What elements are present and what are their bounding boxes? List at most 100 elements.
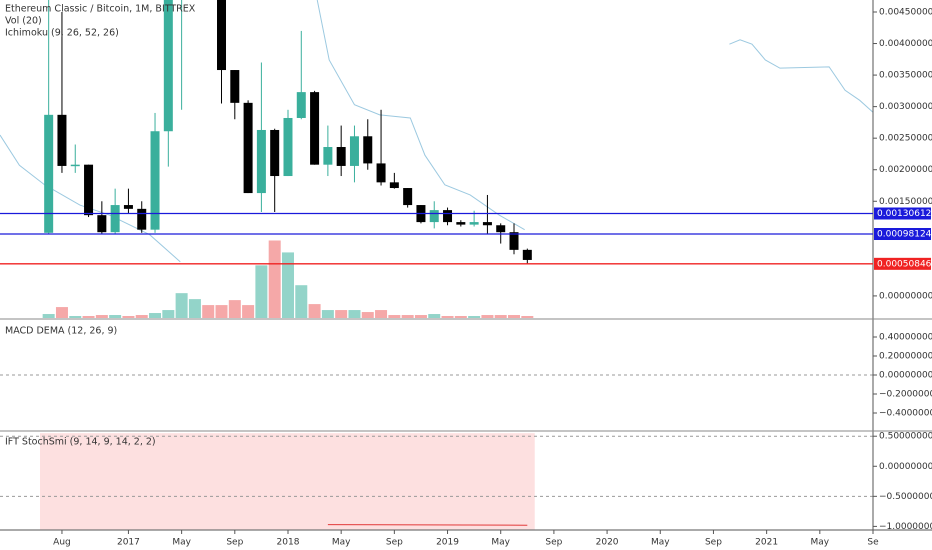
y-tick-label: 0.00450000 (879, 7, 932, 17)
ichimoku-line (729, 39, 873, 113)
ichimoku-line (316, 0, 525, 231)
y-tick-label: −0.20000000 (879, 389, 932, 399)
volume-bar (508, 315, 521, 318)
volume-bar (521, 316, 534, 318)
x-tick-label: Aug (53, 538, 71, 548)
y-tick-label: 0.00250000 (879, 134, 932, 144)
candle-body (283, 117, 293, 177)
candle-body (469, 222, 479, 225)
volume-bar (228, 300, 241, 318)
volume-bar (428, 314, 441, 318)
volume-bar (188, 299, 201, 318)
candle-body (97, 215, 107, 233)
x-tick-label: May (332, 538, 351, 548)
indicator-label: Ichimoku (9, 26, 52, 26) (5, 28, 119, 39)
volume-bar (481, 315, 494, 318)
indicator-label: Vol (20) (5, 16, 42, 27)
candle-body (110, 205, 120, 233)
x-tick-label: 2017 (117, 538, 140, 548)
x-tick-label: Sep (226, 538, 243, 548)
chart-title: Ethereum Classic / Bitcoin, 1M, BITTREX (5, 4, 196, 15)
y-tick-label: −0.40000000 (879, 408, 932, 418)
volume-bar (361, 312, 374, 318)
y-tick-label: −0.50000000 (879, 492, 932, 502)
price-label-box (874, 257, 931, 270)
pane-title: MACD DEMA (12, 26, 9) (5, 326, 117, 337)
volume-bar (202, 305, 215, 318)
candle-body (296, 92, 306, 118)
price-label: 0.00050846 (877, 259, 932, 269)
candle-body (363, 136, 373, 164)
x-tick-label: Sep (545, 538, 562, 548)
x-tick-label: May (811, 538, 830, 548)
candle-body (389, 182, 399, 189)
price-label: 0.00098124 (877, 230, 932, 240)
candle-body (443, 210, 453, 223)
candle-body (230, 70, 240, 103)
volume-bar (454, 316, 467, 318)
volume-bar (321, 310, 334, 318)
volume-bar (494, 315, 507, 318)
volume-bar (82, 316, 95, 318)
series-line (327, 524, 528, 526)
y-tick-label: 0.00350000 (879, 71, 932, 81)
volume-bar (308, 304, 321, 318)
volume-bar (122, 316, 135, 318)
price-label-box (874, 207, 931, 220)
volume-bar (69, 316, 82, 318)
volume-bar (162, 310, 175, 318)
x-tick-label: May (491, 538, 510, 548)
volume-bar (55, 307, 68, 318)
candle-body (44, 114, 54, 233)
y-tick-label: 0.00400000 (879, 39, 932, 49)
price-label-box (874, 228, 931, 241)
volume-bar (335, 310, 348, 318)
candle-body (163, 0, 173, 132)
candle-body (456, 222, 466, 225)
candle-body (336, 147, 346, 166)
candle-body (137, 208, 147, 230)
ichimoku-line (0, 134, 181, 263)
candle-body (70, 164, 80, 167)
volume-bar (401, 315, 414, 318)
x-tick-label: Sep (386, 538, 403, 548)
volume-bar (281, 252, 294, 318)
candle-body (349, 136, 359, 166)
candle-body (57, 114, 67, 166)
price-label: 0.00130612 (877, 209, 931, 219)
volume-bar (149, 313, 162, 318)
volume-bar (95, 315, 108, 318)
volume-bar (42, 314, 55, 318)
candle-body (310, 92, 320, 165)
candle-body (482, 222, 492, 226)
candle-body (323, 147, 333, 165)
y-tick-label: −1.00000000 (879, 522, 932, 532)
volume-bar (135, 315, 148, 318)
x-tick-label: 2021 (755, 538, 778, 548)
candle-body (150, 131, 160, 230)
candle-body (270, 129, 280, 177)
price-plot (0, 0, 873, 318)
y-tick-label: 0.40000000 (879, 333, 932, 343)
x-tick-label: Sep (705, 538, 722, 548)
volume-bar (255, 265, 268, 318)
y-tick-label: 0.00000000 (879, 462, 932, 472)
x-tick-label: Se (867, 538, 879, 548)
candle-body (403, 188, 413, 206)
candle-body (509, 232, 519, 250)
pane-title: IFT StochSmi (9, 14, 9, 14, 2, 2) (5, 437, 156, 448)
candle-body (84, 164, 94, 216)
y-tick-label: 0.00150000 (879, 197, 932, 207)
volume-bar (175, 293, 188, 318)
plot-layer (0, 0, 873, 530)
candle-body (496, 225, 506, 233)
volume-bar (414, 315, 427, 318)
candle-body (217, 0, 227, 71)
y-tick-label: 0.20000000 (879, 352, 932, 362)
candle-body (376, 163, 386, 183)
x-tick-label: 2018 (277, 538, 300, 548)
volume-bar (295, 285, 308, 318)
candle-body (522, 249, 532, 260)
x-tick-label: May (172, 538, 191, 548)
volume-bar (242, 305, 255, 318)
